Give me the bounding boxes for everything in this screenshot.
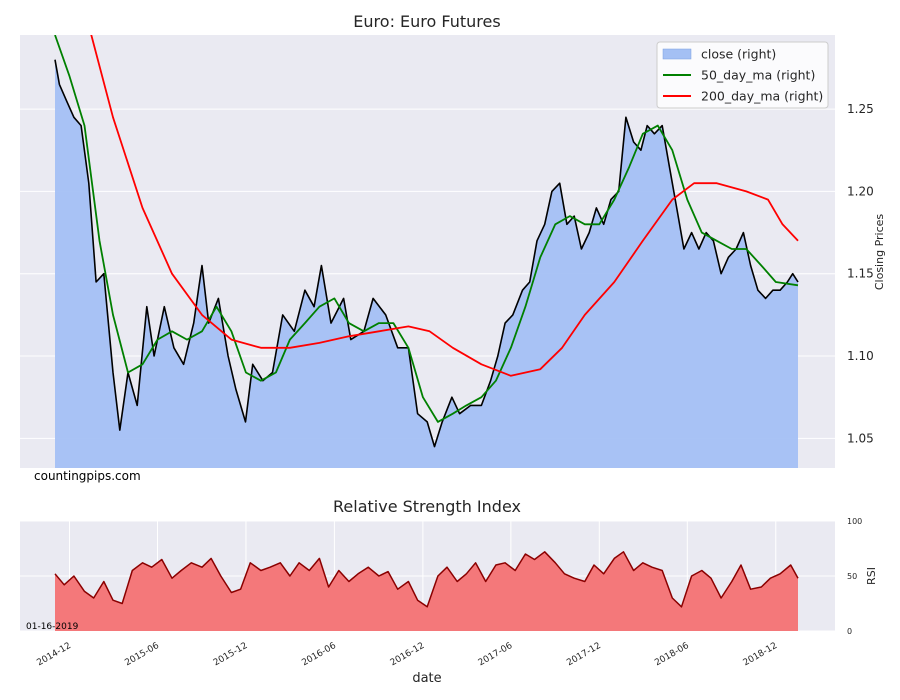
close-price-line (54, 59, 799, 448)
rsi-y-tick-label: 50 (847, 572, 857, 581)
legend-entry-label: 200_day_ma (right) (701, 89, 823, 104)
price-chart-title: Euro: Euro Futures (353, 12, 500, 31)
price-y-tick-labels: 1.05 1.10 1.15 1.20 1.25 (847, 102, 874, 445)
rsi-chart-title: Relative Strength Index (333, 497, 521, 516)
date-tick-label: 2015-12 (212, 641, 250, 668)
date-tick-label: 2016-12 (389, 641, 427, 668)
rsi-area-layer (54, 551, 799, 631)
date-stamp-text: 01-16-2019 (26, 622, 79, 632)
x-axis-label: date (412, 671, 441, 686)
price-y-tick-label: 1.05 (847, 431, 874, 445)
date-tick-label: 2017-06 (477, 641, 515, 669)
two-hundred-day-ma-line (90, 35, 799, 377)
moving-average-layer (54, 35, 799, 423)
rsi-y-axis-label: RSI (865, 567, 878, 585)
fifty-day-ma-line (54, 35, 799, 423)
legend: close (right) 50_day_ma (right) 200_day_ma… (656, 41, 829, 109)
rsi-line (54, 551, 799, 608)
rsi-y-tick-labels: 0 50 100 (847, 517, 862, 636)
price-panel: 1.051.101.151.201.25 Euro: Euro Futures … (20, 12, 886, 483)
date-tick-label: 2016-06 (300, 641, 338, 669)
legend-box (656, 41, 829, 109)
legend-entry-label: 50_day_ma (right) (701, 68, 815, 83)
price-y-tick-label: 1.10 (847, 349, 874, 363)
date-tick-labels: 2014-12 2015-06 2015-12 2016-06 2016-12 2017-… (35, 641, 779, 669)
date-tick-label: 2017-12 (565, 641, 603, 668)
date-tick-label: 2018-12 (742, 641, 780, 668)
close-area-layer (54, 59, 799, 468)
legend-swatch (662, 48, 692, 60)
rsi-area (55, 551, 798, 631)
date-tick-label: 2014-12 (35, 641, 73, 668)
price-y-tick-label: 1.20 (847, 184, 874, 198)
watermark-text: countingpips.com (34, 469, 141, 483)
price-y-axis-label: Closing Prices (873, 214, 886, 291)
rsi-y-tick-label: 100 (847, 517, 862, 526)
date-tick-label: 2015-06 (123, 641, 161, 669)
rsi-y-tick-label: 0 (847, 627, 852, 636)
legend-entry-label: close (right) (701, 47, 776, 62)
close-area (55, 59, 798, 468)
date-tick-label: 2018-06 (653, 641, 691, 669)
rsi-panel: 0 50 100 2014-12 2015-06 2015-12 2016-06 2016-… (20, 497, 878, 686)
price-y-tick-label: 1.25 (847, 102, 874, 116)
price-y-tick-label: 1.15 (847, 267, 874, 281)
